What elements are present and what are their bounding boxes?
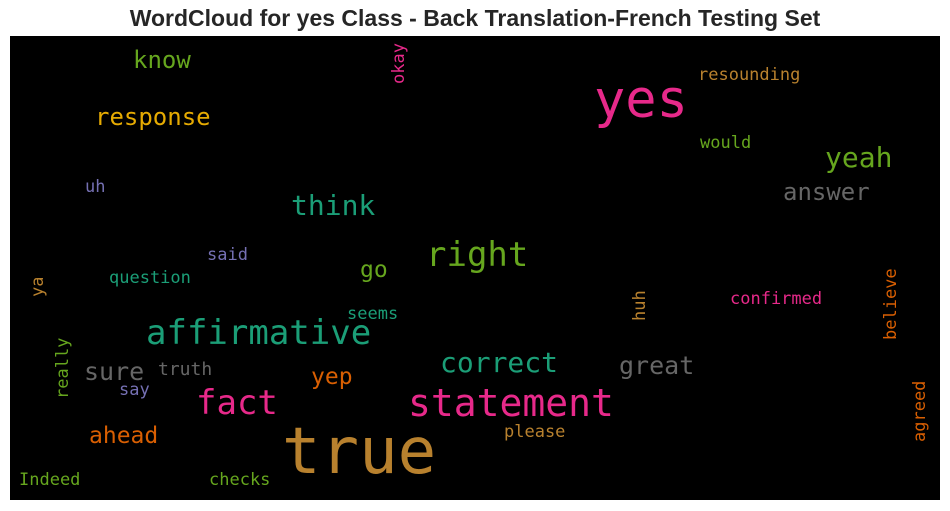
word-agreed: agreed <box>910 380 930 442</box>
word-say: say <box>119 380 150 400</box>
word-huh: huh <box>630 290 650 321</box>
word-indeed: Indeed <box>19 470 81 490</box>
word-affirmative: affirmative <box>146 313 372 353</box>
word-answer: answer <box>783 178 870 206</box>
word-correct: correct <box>440 346 559 379</box>
word-yes: yes <box>594 70 688 130</box>
word-ya: ya <box>28 276 48 297</box>
word-checks: checks <box>209 470 271 490</box>
word-question: question <box>109 268 191 288</box>
word-ahead: ahead <box>89 423 159 449</box>
word-sure: sure <box>84 357 145 386</box>
word-right: right <box>426 235 529 275</box>
word-fact: fact <box>196 383 278 423</box>
word-okay: okay <box>389 43 409 84</box>
word-great: great <box>619 351 695 380</box>
wordcloud-canvas: true yes statement affirmative right fact corr… <box>10 36 940 500</box>
word-true: true <box>282 415 437 489</box>
word-yeah: yeah <box>825 141 893 174</box>
word-uh: uh <box>85 177 106 197</box>
word-response: response <box>95 103 211 131</box>
word-yep: yep <box>311 364 353 390</box>
word-truth: truth <box>158 359 213 380</box>
word-think: think <box>291 189 376 222</box>
word-confirmed: confirmed <box>730 289 823 309</box>
word-seems: seems <box>347 304 399 324</box>
word-really: really <box>53 337 73 399</box>
word-resounding: resounding <box>698 65 801 85</box>
word-would: would <box>700 133 752 153</box>
word-know: know <box>133 46 191 74</box>
word-said: said <box>207 245 248 265</box>
word-go: go <box>360 257 388 283</box>
word-statement: statement <box>408 381 614 425</box>
chart-title: WordCloud for yes Class - Back Translati… <box>129 5 821 31</box>
word-please: please <box>504 422 566 442</box>
word-believe: believe <box>881 268 901 340</box>
